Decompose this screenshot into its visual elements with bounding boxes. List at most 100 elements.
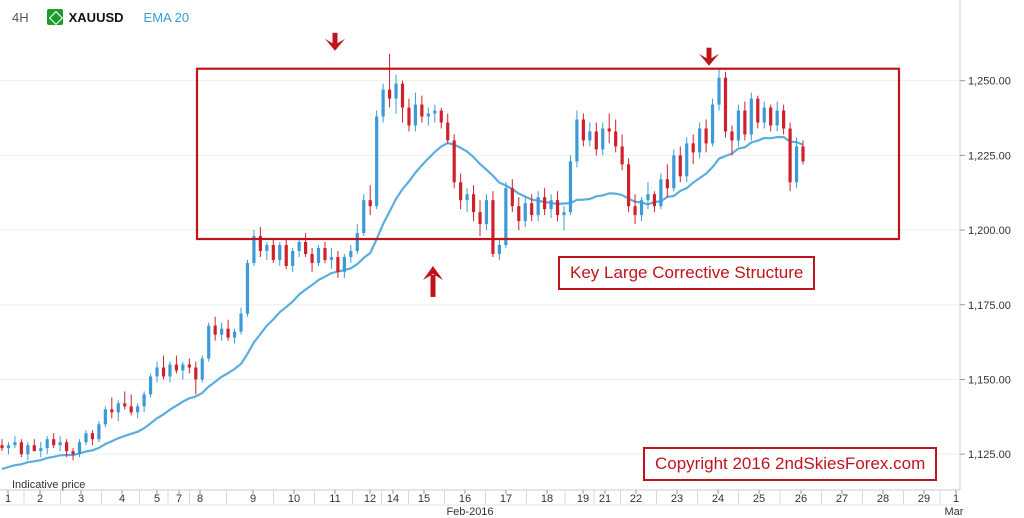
candle [581,113,585,147]
indicator-label[interactable]: EMA 20 [143,9,190,25]
x-tick-label: 1 [5,493,11,505]
candle [407,98,411,132]
x-tick-label: 4 [119,493,125,505]
candle [13,436,17,449]
symbol-logo-icon [46,9,63,25]
x-tick-label: 10 [288,493,300,505]
candle-body [782,110,786,129]
candle-body [762,107,766,123]
candle [226,319,230,341]
candle-body [562,212,566,216]
candle [562,206,566,231]
candle-body [672,155,676,189]
candle [530,194,534,222]
arrow-shaft [332,32,338,47]
candle [316,245,321,266]
candle-body [439,110,443,123]
candle [471,185,476,222]
candle [626,158,631,213]
arrow-head [699,53,719,66]
x-tick-label: 26 [795,493,807,505]
candle [413,92,418,132]
candle-body [400,83,405,108]
candle-body [601,128,605,150]
candle [161,355,166,380]
ema-line [1,136,804,471]
candle [0,439,4,452]
candle-body [685,143,689,177]
candle [71,448,75,461]
candle-body [420,104,424,117]
candle [148,373,153,398]
candle [484,194,489,231]
candle [136,403,140,419]
candle-body [297,242,301,251]
candle-body [232,331,237,338]
timeframe-label[interactable]: 4H [12,9,29,25]
candle [387,53,392,108]
candle [116,400,120,422]
candle [717,68,721,111]
candle-body [594,131,598,150]
candle-body [174,364,179,371]
candle-body [775,110,779,126]
candle-body [717,77,721,105]
indicative-price-label: Indicative price [12,479,86,491]
candle-body [110,409,114,413]
candle [245,259,250,317]
candle [646,182,650,210]
candle-body [355,233,359,251]
candle-body [45,439,49,449]
candle [749,92,753,141]
candle [704,119,708,153]
month-label: Feb-2016 [446,506,493,518]
time-axis[interactable]: 1 2 3 4 5 7 8 9 10 11 12 14 15 16 17 18 19 21 22 23 24 25 26 27… [0,489,964,518]
candle-body [465,194,469,201]
x-tick-label: 14 [387,493,399,505]
candle [756,95,760,129]
candle [323,242,327,263]
candle-body [213,325,217,335]
candle [97,421,101,443]
candle-body [123,403,127,407]
candle [517,197,521,231]
candle-body [723,77,728,132]
candle-body [342,256,346,272]
candle [258,227,262,257]
candle [278,242,282,266]
candle-body [497,245,501,254]
candle-body [187,364,191,368]
candle [665,164,669,198]
symbol-label[interactable]: XAUUSD [68,9,124,25]
candle-body [226,328,230,338]
candle [459,173,463,210]
candle [129,394,133,416]
candle-body [407,107,411,126]
candle-body [433,110,437,114]
candle-body [381,89,385,117]
chart-annotations [195,32,901,297]
ema-20-line [1,136,804,471]
y-tick-label: 1,225.00 [968,150,1011,162]
candle [349,245,353,263]
candle [620,134,624,171]
candle [26,442,30,461]
price-axis[interactable]: 1,125.00 1,150.00 1,175.00 1,200.00 1,225.00… [959,0,1011,490]
candle [19,439,23,458]
candle-body [620,146,624,165]
candle [271,239,275,263]
candle-body [77,442,82,455]
candle [381,83,385,123]
candle-body [749,98,753,135]
candle [155,361,159,383]
candle-body [368,200,372,207]
candle [142,391,146,413]
x-tick-label: 22 [630,493,642,505]
candle-body [633,206,637,216]
candle [801,140,805,165]
candle [691,134,695,165]
candle-body [555,200,560,216]
month-label: Mar [945,506,964,518]
candle-body [13,442,17,446]
